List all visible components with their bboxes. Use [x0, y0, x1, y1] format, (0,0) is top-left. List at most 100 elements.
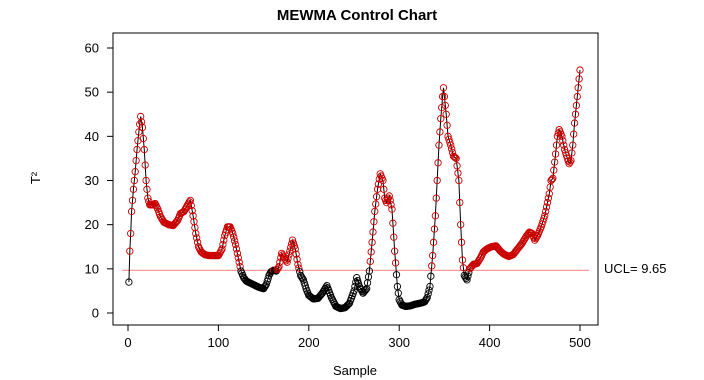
out-of-control-point: [458, 256, 467, 264]
out-of-control-point: [452, 154, 460, 163]
out-of-control-point: [441, 101, 449, 110]
out-of-control-point: [532, 233, 541, 241]
out-of-control-point: [130, 176, 138, 185]
out-of-control-point: [132, 156, 140, 165]
out-of-control-point: [367, 248, 375, 256]
out-of-control-point: [516, 241, 524, 250]
out-of-control-point: [386, 196, 394, 205]
out-of-control-point: [551, 158, 559, 166]
out-of-control-point: [275, 262, 283, 271]
out-of-control-point: [231, 237, 239, 245]
out-of-control-point: [439, 84, 448, 92]
out-of-control-point: [371, 207, 379, 216]
out-of-control-point: [127, 207, 136, 216]
out-of-control-point: [139, 134, 148, 143]
in-control-point: [296, 268, 304, 276]
out-of-control-point: [544, 194, 553, 202]
out-of-control-point: [574, 84, 582, 92]
out-of-control-point: [126, 247, 134, 255]
out-of-control-point: [232, 245, 241, 253]
out-of-control-point: [366, 257, 374, 266]
out-of-control-point: [218, 245, 226, 253]
in-control-point: [426, 282, 434, 291]
out-of-control-point: [388, 205, 396, 213]
out-of-control-point: [141, 161, 149, 169]
out-of-control-point: [457, 221, 465, 229]
out-of-control-point: [432, 194, 440, 202]
out-of-control-point: [294, 260, 302, 269]
out-of-control-point: [144, 194, 152, 202]
out-of-control-point: [231, 240, 240, 249]
out-of-control-point: [560, 141, 568, 149]
out-of-control-point: [552, 141, 561, 149]
out-of-control-point: [548, 175, 556, 184]
out-of-control-point: [428, 251, 437, 260]
out-of-control-point: [450, 153, 458, 161]
in-control-point: [365, 267, 374, 275]
out-of-control-point: [137, 112, 145, 121]
out-of-control-point: [438, 92, 447, 101]
out-of-control-point: [429, 238, 438, 246]
out-of-control-point: [436, 128, 444, 136]
out-of-control-point: [185, 198, 194, 206]
out-of-control-point: [569, 141, 577, 149]
out-of-control-point: [142, 176, 150, 185]
out-of-control-point: [149, 201, 157, 209]
out-of-control-point: [368, 238, 376, 246]
in-control-point: [463, 276, 471, 284]
out-of-control-point: [137, 118, 146, 126]
out-of-control-point: [575, 75, 583, 83]
out-of-control-point: [234, 254, 242, 262]
in-control-point: [350, 287, 358, 295]
out-of-control-point: [236, 262, 244, 271]
out-of-control-point: [543, 198, 552, 207]
out-of-control-point: [140, 145, 148, 154]
out-of-control-point: [571, 110, 580, 118]
in-control-point: [125, 278, 133, 286]
out-of-control-point: [435, 141, 443, 149]
in-control-point: [464, 272, 472, 280]
out-of-control-point: [193, 234, 201, 242]
out-of-control-point: [385, 192, 393, 200]
y-tick-label: 60: [85, 41, 99, 56]
in-control-point: [298, 274, 307, 283]
x-tick-label: 0: [124, 335, 131, 350]
out-of-control-point: [282, 257, 290, 265]
out-of-control-point: [438, 103, 446, 112]
in-control-point: [316, 291, 325, 299]
out-of-control-point: [129, 185, 138, 193]
out-of-control-point: [559, 137, 567, 145]
out-of-control-point: [447, 145, 456, 153]
out-of-control-point: [290, 242, 298, 250]
out-of-control-point: [291, 245, 299, 253]
out-of-control-point: [370, 218, 378, 226]
out-of-control-point: [133, 145, 141, 154]
out-of-control-point: [389, 219, 397, 227]
out-of-control-point: [434, 159, 442, 167]
out-of-control-point: [293, 255, 301, 263]
in-control-point: [361, 287, 369, 295]
out-of-control-point: [573, 92, 581, 101]
series-line: [128, 70, 581, 310]
out-of-control-point: [233, 249, 242, 258]
out-of-control-point: [229, 229, 237, 238]
out-of-control-point: [219, 240, 227, 249]
y-tick-label: 10: [85, 261, 99, 276]
x-tick-label: 500: [569, 335, 591, 350]
out-of-control-point: [192, 229, 200, 238]
out-of-control-point: [235, 258, 243, 266]
y-axis-label: T²: [28, 171, 43, 184]
out-of-control-point: [542, 207, 550, 216]
out-of-control-point: [379, 176, 387, 185]
out-of-control-point: [127, 229, 135, 238]
out-of-control-point: [442, 110, 450, 118]
out-of-control-point: [549, 174, 557, 182]
y-tick-label: 20: [85, 217, 99, 232]
in-control-point: [261, 282, 270, 290]
out-of-control-point: [138, 123, 147, 132]
out-of-control-point: [387, 201, 395, 209]
out-of-control-point: [284, 254, 292, 263]
in-control-point: [425, 286, 433, 294]
out-of-control-point: [135, 128, 143, 136]
